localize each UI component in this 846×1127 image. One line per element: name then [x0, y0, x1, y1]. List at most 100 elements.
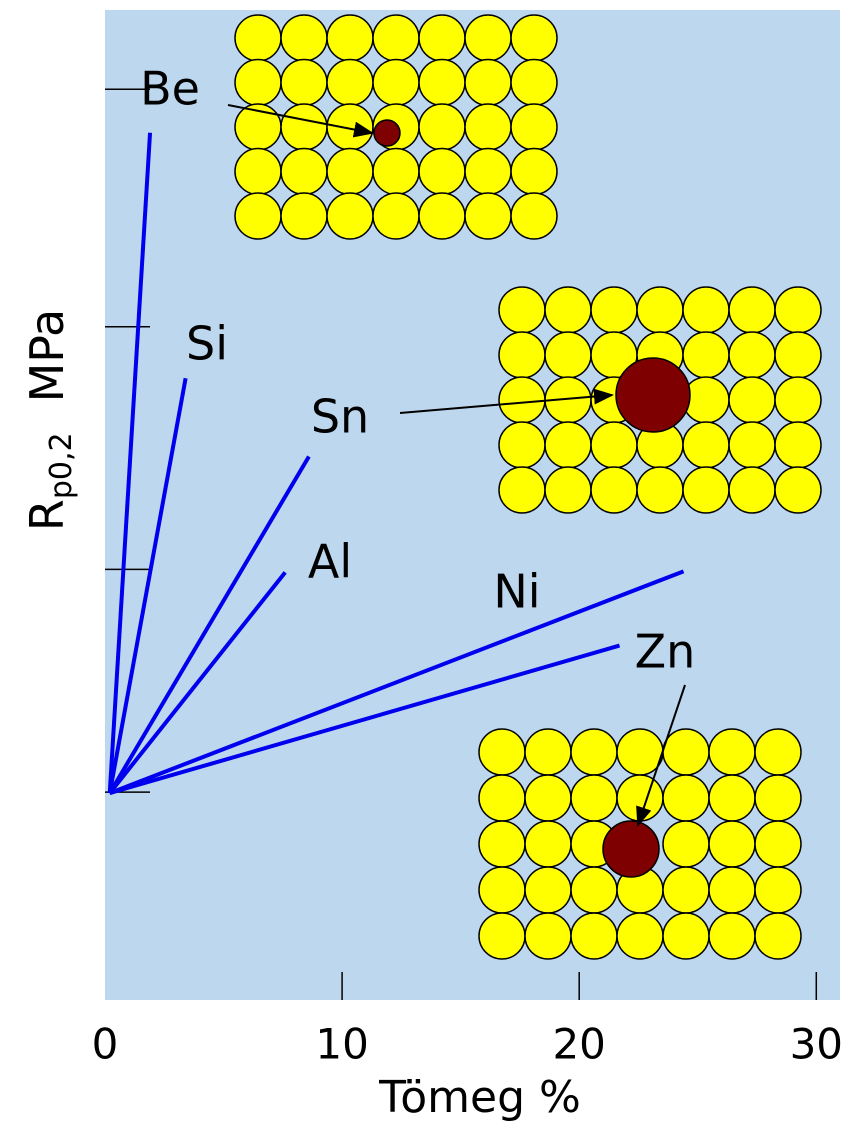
- atom: [775, 332, 821, 378]
- series-label: Al: [308, 535, 352, 589]
- y-label-sub: p0,2: [44, 432, 79, 499]
- atom: [465, 15, 511, 61]
- atom: [617, 775, 663, 821]
- atom: [525, 913, 571, 959]
- atom: [281, 15, 327, 61]
- atom: [327, 104, 373, 150]
- atom: [511, 193, 557, 239]
- atom: [709, 775, 755, 821]
- atom: [525, 867, 571, 913]
- series-label: Si: [186, 317, 228, 371]
- atom: [235, 15, 281, 61]
- atom: [525, 775, 571, 821]
- atom: [755, 913, 801, 959]
- atom: [479, 913, 525, 959]
- atom: [419, 60, 465, 106]
- atom: [709, 913, 755, 959]
- atom: [281, 104, 327, 150]
- atom: [591, 287, 637, 333]
- atom: [545, 287, 591, 333]
- y-label-unit: MPa: [20, 309, 74, 403]
- atom: [663, 913, 709, 959]
- atom: [511, 104, 557, 150]
- atom: [373, 15, 419, 61]
- atom: [617, 913, 663, 959]
- atom: [235, 149, 281, 195]
- atom: [729, 422, 775, 468]
- atom: [591, 467, 637, 513]
- atom: [729, 332, 775, 378]
- atom: [755, 821, 801, 867]
- solute-atom: [374, 120, 400, 146]
- atom: [465, 193, 511, 239]
- atom: [465, 149, 511, 195]
- atom: [373, 193, 419, 239]
- solute-atom: [603, 821, 659, 877]
- atom: [545, 332, 591, 378]
- atom: [499, 377, 545, 423]
- atom: [637, 287, 683, 333]
- atom: [465, 60, 511, 106]
- y-label-main: R: [20, 499, 74, 531]
- atom: [327, 149, 373, 195]
- atom: [775, 467, 821, 513]
- x-axis-label: Tömeg %: [378, 1072, 581, 1123]
- atom: [571, 775, 617, 821]
- atom: [709, 821, 755, 867]
- atom: [729, 377, 775, 423]
- atom: [419, 15, 465, 61]
- atom: [511, 15, 557, 61]
- series-label: Zn: [635, 625, 696, 679]
- series-label: Sn: [311, 390, 369, 444]
- atom: [499, 332, 545, 378]
- atom: [591, 422, 637, 468]
- atom: [755, 867, 801, 913]
- atom: [511, 60, 557, 106]
- y-axis-label: Rp0,2 MPa: [20, 309, 79, 531]
- atom: [571, 913, 617, 959]
- atom: [499, 287, 545, 333]
- atom: [775, 377, 821, 423]
- atom: [637, 467, 683, 513]
- atom: [755, 775, 801, 821]
- series-label: Be: [140, 62, 200, 116]
- atom: [479, 775, 525, 821]
- atom: [663, 867, 709, 913]
- x-tick-label: 0: [92, 1020, 119, 1069]
- atom: [479, 821, 525, 867]
- atom: [479, 729, 525, 775]
- atom: [281, 60, 327, 106]
- atom: [683, 422, 729, 468]
- atom: [729, 467, 775, 513]
- atom: [327, 15, 373, 61]
- chart: Tömeg % Rp0,2MPa 0102030BeSiSnAlNiZn: [0, 0, 846, 1127]
- atom: [683, 467, 729, 513]
- atom: [709, 867, 755, 913]
- atom: [419, 193, 465, 239]
- atom: [775, 287, 821, 333]
- x-tick-label: 30: [790, 1020, 843, 1069]
- atom: [499, 422, 545, 468]
- atom: [281, 149, 327, 195]
- atom: [479, 867, 525, 913]
- atom: [683, 332, 729, 378]
- series-label: Ni: [493, 565, 540, 619]
- atom: [235, 193, 281, 239]
- atom: [755, 729, 801, 775]
- atom: [545, 467, 591, 513]
- x-tick-label: 10: [315, 1020, 368, 1069]
- atom: [775, 422, 821, 468]
- atom: [511, 149, 557, 195]
- atom: [373, 60, 419, 106]
- atom: [525, 821, 571, 867]
- atom: [499, 467, 545, 513]
- atom: [327, 60, 373, 106]
- atom: [419, 149, 465, 195]
- atom: [663, 729, 709, 775]
- atom: [327, 193, 373, 239]
- atom: [545, 422, 591, 468]
- atom: [571, 729, 617, 775]
- atom: [663, 821, 709, 867]
- atom: [663, 775, 709, 821]
- atom: [683, 287, 729, 333]
